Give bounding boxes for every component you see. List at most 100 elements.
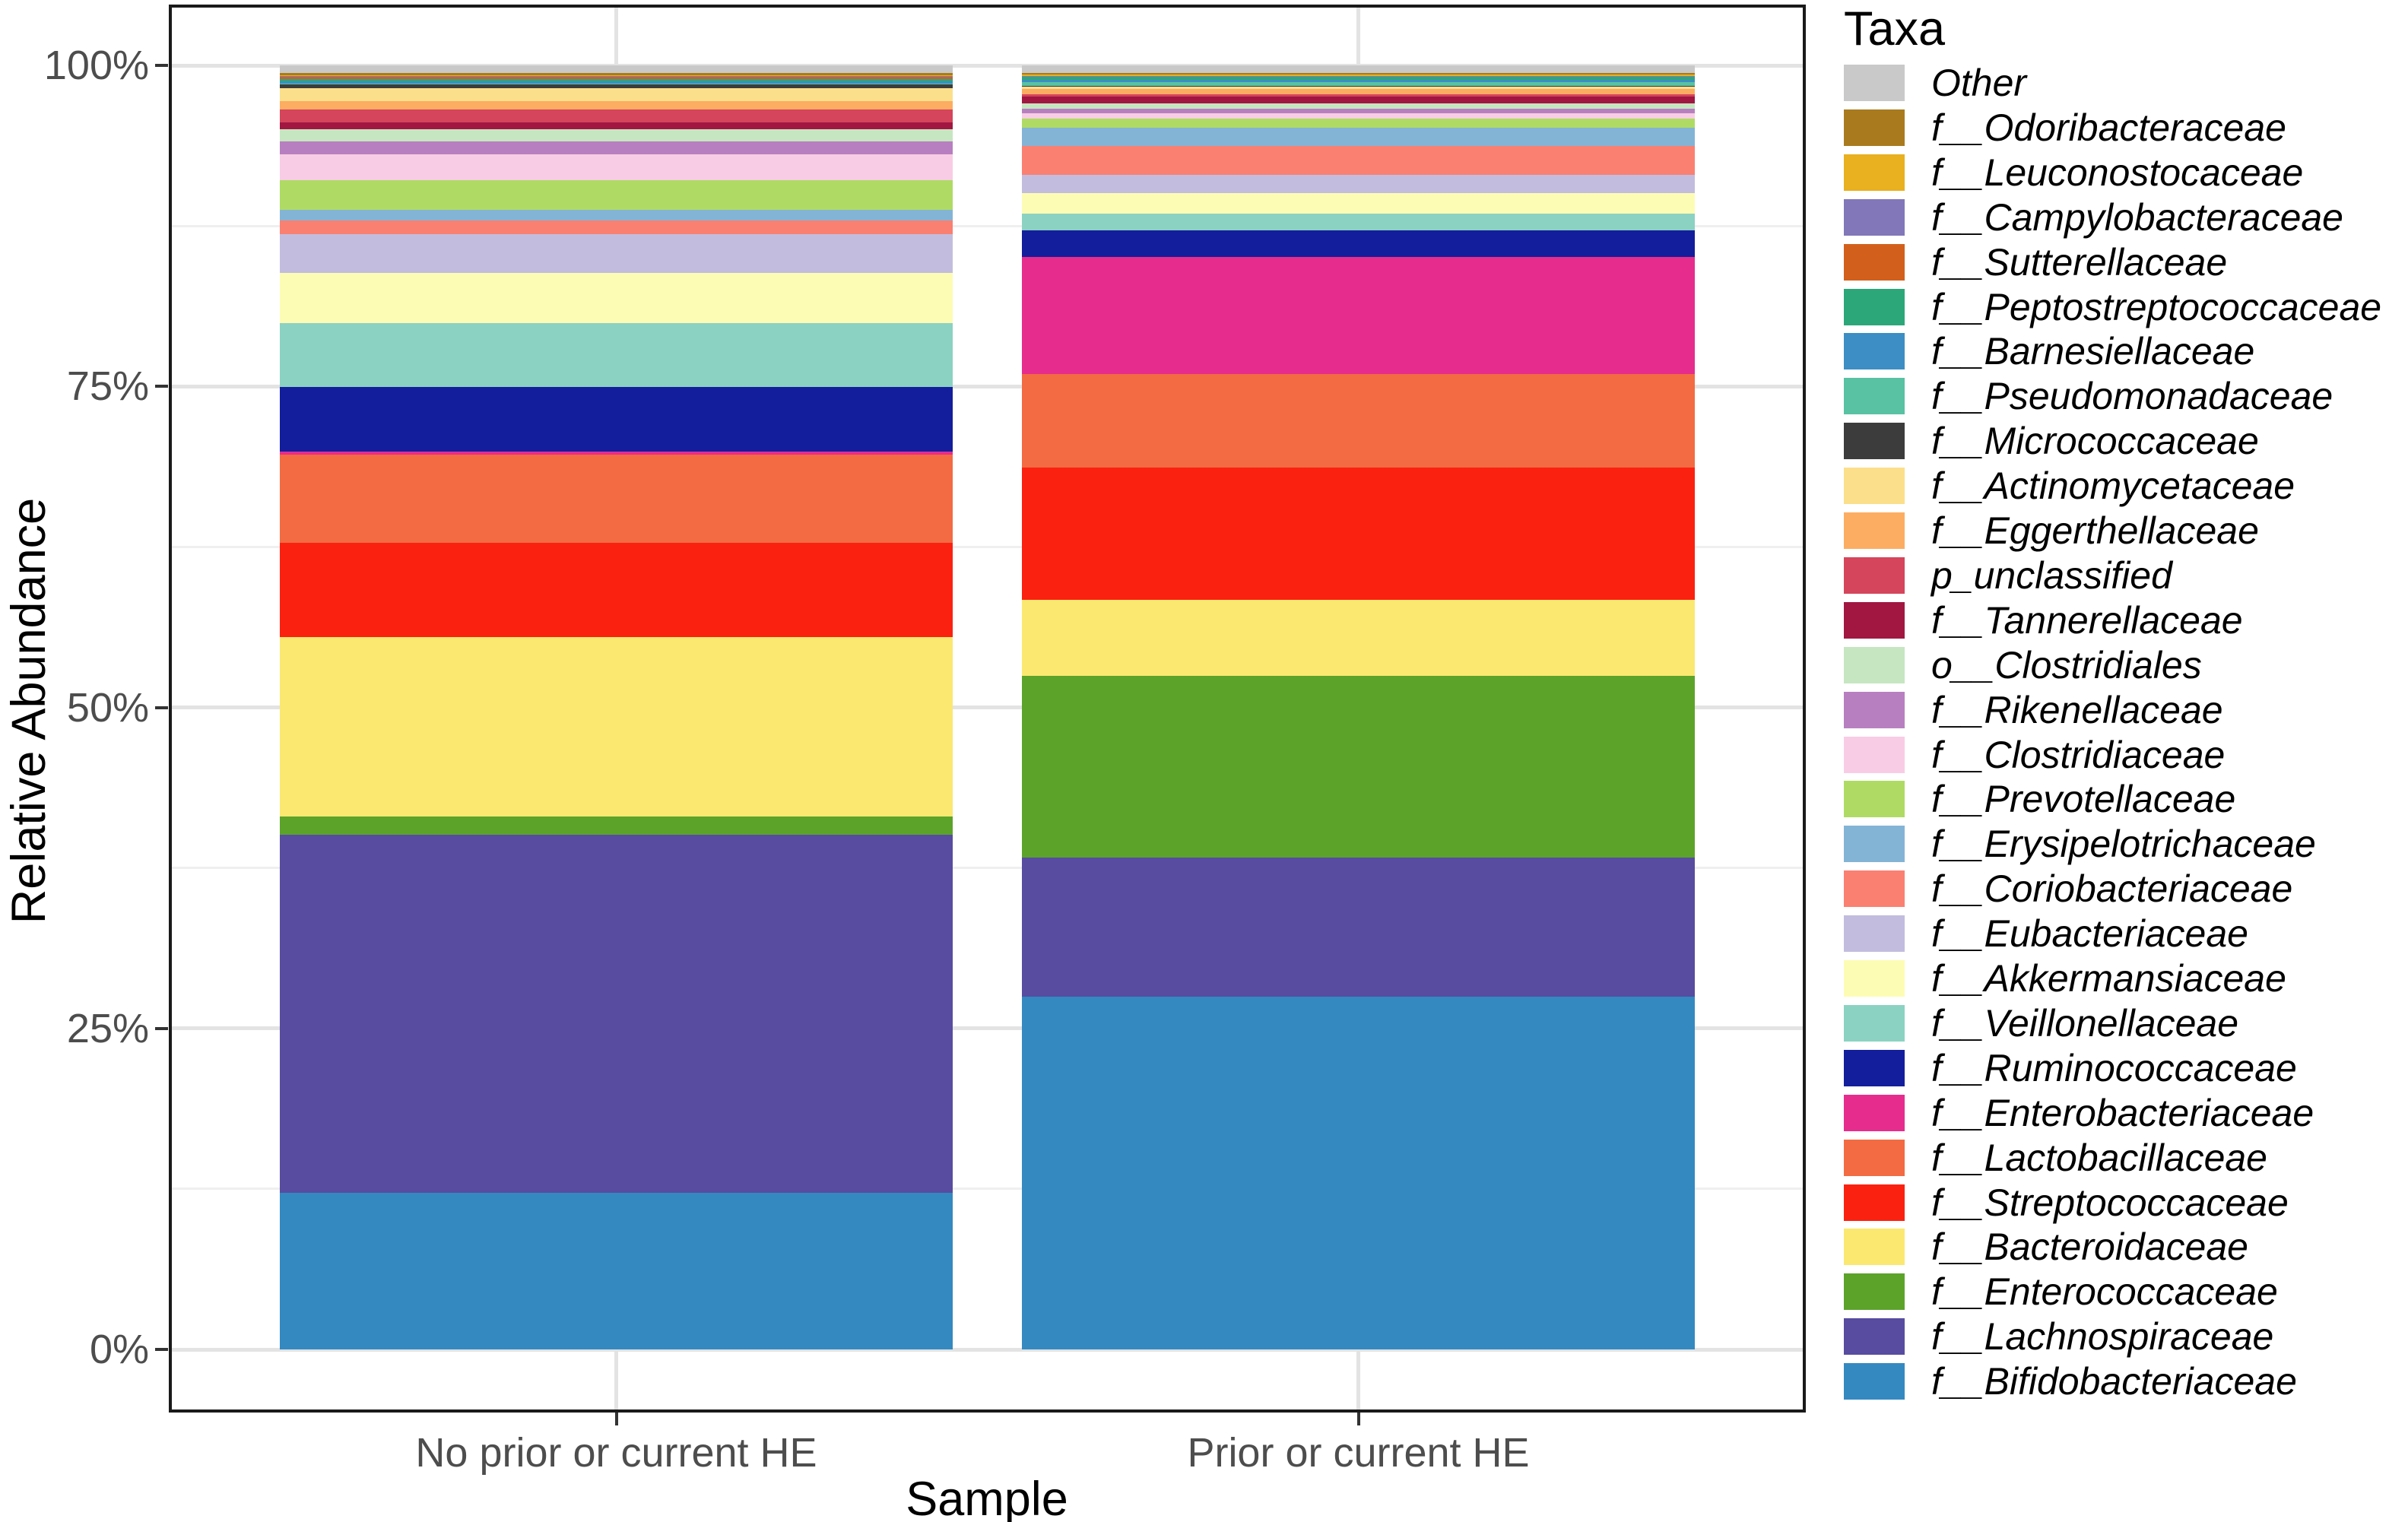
bar-segment: [1022, 213, 1695, 230]
bar-segment: [1022, 74, 1695, 76]
bar-segment: [1022, 86, 1695, 90]
bar-segment: [280, 210, 953, 220]
legend-item: f__Clostridiaceae: [1844, 733, 2226, 776]
plot-panel: [169, 5, 1806, 1413]
y-tick-mark: [155, 706, 168, 709]
legend-swatch: [1844, 423, 1905, 460]
legend-swatch: [1844, 1139, 1905, 1176]
bar-segment: [1022, 675, 1695, 858]
legend-swatch: [1844, 646, 1905, 683]
legend-item: f__Veillonellaceae: [1844, 1004, 2238, 1042]
bar-segment: [1022, 175, 1695, 193]
bar-segment: [280, 451, 953, 455]
y-tick-mark: [155, 385, 168, 388]
legend-label: Other: [1931, 62, 2027, 104]
bar-segment: [1022, 75, 1695, 77]
legend-swatch: [1844, 870, 1905, 908]
legend-item: f__Erysipelotrichaceae: [1844, 823, 2316, 866]
legend-item: f__Micrococcaceae: [1844, 420, 2259, 463]
legend-label: f__Clostridiaceae: [1931, 733, 2226, 776]
bar-segment: [1022, 89, 1695, 94]
legend-label: f__Erysipelotrichaceae: [1931, 823, 2316, 866]
bar-segment: [280, 454, 953, 544]
legend-swatch: [1844, 556, 1905, 594]
legend-item: f__Coriobacteriaceae: [1844, 870, 2292, 908]
bar-segment: [1022, 230, 1695, 258]
legend-swatch: [1844, 198, 1905, 236]
bar-segment: [1022, 86, 1695, 87]
bar-segment: [280, 141, 953, 155]
bar-segment: [1022, 79, 1695, 82]
x-tick-label: Prior or current HE: [1187, 1430, 1530, 1476]
legend-label: f__Bifidobacteriaceae: [1931, 1360, 2297, 1403]
bar-segment: [280, 234, 953, 273]
legend-item: Other: [1844, 62, 2027, 104]
legend-swatch: [1844, 960, 1905, 997]
legend-swatch: [1844, 65, 1905, 101]
y-tick-label: 25%: [66, 1005, 149, 1051]
bar-segment: [280, 84, 953, 89]
legend-item: p_unclassified: [1844, 553, 2172, 597]
bar-segment: [280, 128, 953, 142]
bar-segment: [1022, 97, 1695, 103]
legend-label: f__Lactobacillaceae: [1931, 1136, 2267, 1179]
legend-label: f__Leuconostocaceae: [1931, 151, 2304, 194]
x-tick-mark: [1356, 1413, 1360, 1425]
legend-label: f__Lachnospiraceae: [1931, 1315, 2274, 1359]
legend-label: f__Micrococcaceae: [1931, 420, 2259, 463]
legend-item: o__Clostridiales: [1844, 646, 2202, 684]
legend-swatch: [1844, 736, 1905, 773]
bar-segment: [1022, 113, 1695, 119]
legend-item: f__Eubacteriaceae: [1844, 915, 2248, 953]
legend-label: f__Campylobacteraceae: [1931, 195, 2343, 239]
gridline-major: [169, 1026, 1806, 1031]
y-tick-mark: [155, 1026, 168, 1030]
stacked-bar: [1022, 5, 1695, 1413]
legend-swatch: [1844, 288, 1905, 325]
legend-label: f__Actinomycetaceae: [1931, 465, 2295, 508]
bar-segment: [1022, 108, 1695, 114]
legend-swatch: [1844, 915, 1905, 953]
legend-swatch: [1844, 243, 1905, 281]
legend-label: p_unclassified: [1931, 553, 2172, 597]
legend-swatch: [1844, 512, 1905, 549]
legend-label: f__Peptostreptococcaceae: [1931, 285, 2382, 328]
legend-item: f__Campylobacteraceae: [1844, 195, 2343, 239]
y-tick-label: 50%: [66, 684, 149, 731]
bar-segment: [1022, 119, 1695, 128]
bar-segment: [1022, 81, 1695, 86]
bar-segment: [1022, 257, 1695, 374]
legend-label: f__Pseudomonadaceae: [1931, 375, 2333, 418]
gridline-major: [169, 384, 1806, 388]
legend-swatch: [1844, 333, 1905, 370]
gridline-major: [169, 1347, 1806, 1352]
gridline-minor: [169, 867, 1806, 870]
legend-label: f__Rikenellaceae: [1931, 688, 2223, 731]
legend-label: f__Enterobacteriaceae: [1931, 1091, 2314, 1134]
bar-segment: [280, 1192, 953, 1349]
legend-label: f__Akkermansiaceae: [1931, 957, 2286, 1000]
legend-label: f__Enterococcaceae: [1931, 1270, 2278, 1314]
bar-segment: [280, 543, 953, 637]
legend-swatch: [1844, 154, 1905, 191]
legend-label: f__Eggerthellaceae: [1931, 509, 2259, 552]
bar-segment: [1022, 103, 1695, 109]
legend-swatch: [1844, 1363, 1905, 1400]
bar-segment: [280, 75, 953, 76]
legend-label: f__Streptococcaceae: [1931, 1181, 2289, 1224]
bar-segment: [280, 78, 953, 82]
legend-swatch: [1844, 781, 1905, 818]
x-axis-title: Sample: [906, 1473, 1068, 1522]
legend-swatch: [1844, 1049, 1905, 1086]
bar-segment: [1022, 145, 1695, 176]
legend-item: f__Pseudomonadaceae: [1844, 375, 2333, 418]
gridline-major: [169, 63, 1806, 68]
bar-segment: [280, 387, 953, 452]
y-tick-mark: [155, 64, 168, 67]
legend-swatch: [1844, 601, 1905, 639]
bar-segment: [1022, 996, 1695, 1349]
bar-segment: [1022, 77, 1695, 80]
gridline-major: [169, 706, 1806, 709]
legend-item: f__Eggerthellaceae: [1844, 509, 2259, 552]
